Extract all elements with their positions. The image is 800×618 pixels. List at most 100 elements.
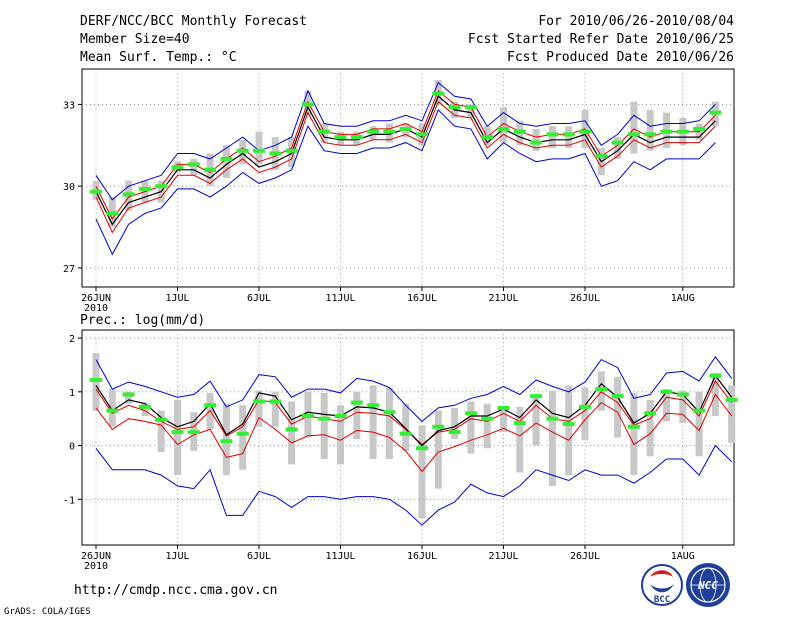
temp-median-bar	[448, 105, 461, 110]
temp-spread-box	[646, 109, 654, 151]
prec-median-bar	[106, 408, 119, 413]
prec-spread-box	[337, 405, 344, 465]
prec-median-bar	[432, 424, 445, 429]
temp-spread-box	[255, 131, 263, 165]
temp-median-bar	[301, 102, 314, 107]
temp-lower-red-line	[95, 100, 716, 234]
prec-median-bar	[301, 414, 314, 418]
prec-spread-box	[516, 406, 524, 473]
footer-url: http://cmdp.ncc.cma.gov.cn	[74, 583, 278, 598]
prec-lower-red-line	[95, 393, 733, 473]
prec-spread-box	[565, 385, 573, 476]
prec-spread-box	[353, 391, 361, 440]
bcc-logo-swirl-top	[650, 570, 673, 577]
temp-median-bar	[383, 129, 396, 134]
prec-spread-box	[728, 385, 736, 443]
panel1-title: Mean Surf. Temp.: °C	[80, 50, 237, 65]
footer-credit: GrADS: COLA/IGES	[4, 607, 91, 617]
prec-spread-box	[369, 385, 377, 459]
prec-xtick-label: 16JUL	[407, 551, 437, 562]
prec-median-bar	[448, 430, 461, 435]
temp-median-bar	[399, 126, 412, 131]
prec-median-bar	[627, 424, 640, 429]
temp-median-bar	[627, 132, 640, 137]
bcc-logo-swirl-bottom	[650, 584, 674, 593]
prec-median-bar	[416, 446, 428, 451]
temp-median-bar	[220, 156, 233, 161]
temp-median-bar	[644, 132, 657, 137]
panel2-title: Prec.: log(mm/d)	[80, 313, 205, 328]
prec-median-bar	[367, 403, 380, 408]
temp-median-bar	[106, 211, 119, 216]
ncc-logo: NCC	[686, 563, 730, 607]
temp-spread-box	[548, 126, 556, 149]
prec-median-bar	[269, 399, 282, 404]
prec-spread-box	[157, 410, 165, 453]
prec-median-bar	[676, 392, 689, 397]
temp-xtick-label: 26JUL	[570, 293, 600, 304]
prec-xtick-label: 26JUN	[81, 551, 111, 562]
prec-median-bar	[171, 430, 184, 435]
header-title: DERF/NCC/BCC Monthly Forecast	[80, 14, 307, 29]
temp-median-bar	[318, 129, 331, 134]
temp-spread-box	[500, 107, 507, 143]
prec-median-bar	[562, 422, 575, 427]
prec-spread-box	[320, 392, 328, 459]
temp-median-bar	[693, 126, 706, 131]
temp-median-bar	[562, 132, 575, 137]
prec-spread-box	[451, 407, 459, 440]
temp-median-bar	[269, 151, 282, 156]
temp-median-bar	[546, 132, 559, 137]
temp-year-label: 2010	[84, 303, 108, 314]
prec-spread-box	[271, 391, 279, 427]
prec-spread-box	[630, 392, 638, 476]
prec-median-bar	[530, 394, 543, 399]
header-produced-date: Fcst Produced Date 2010/06/26	[507, 50, 734, 65]
temp-xtick-label: 1AUG	[671, 293, 695, 304]
prec-spread-box	[483, 403, 491, 449]
temp-median-bar	[497, 126, 510, 131]
prec-median-bar	[725, 397, 738, 402]
prec-median-bar	[318, 416, 331, 421]
prec-median-bar	[138, 404, 151, 409]
prec-spread-box	[581, 387, 589, 441]
temp-lower-blue-line	[95, 109, 716, 256]
temp-xtick-label: 21JUL	[488, 293, 518, 304]
prec-median-bar	[611, 394, 624, 399]
temp-ytick-label: 33	[63, 100, 75, 111]
temp-median-bar	[416, 132, 428, 137]
temp-spread-box	[614, 137, 622, 159]
temp-upper-red-line	[95, 89, 716, 220]
prec-median-bar	[285, 427, 298, 432]
prec-spread-box	[532, 396, 540, 446]
prec-median-bar	[709, 373, 722, 378]
temp-xtick-label: 6JUL	[247, 293, 271, 304]
prec-spread-box	[174, 399, 181, 476]
prec-xtick-label: 21JUL	[488, 551, 518, 562]
temp-median-bar	[236, 148, 249, 153]
temp-median-bar	[90, 189, 102, 194]
prec-median-bar	[513, 420, 526, 425]
prec-spread-box	[125, 391, 133, 404]
prec-median-bar	[350, 400, 363, 405]
temp-spread-box	[565, 126, 573, 149]
temp-upper-blue-line	[95, 81, 716, 201]
temp-median-bar	[155, 184, 168, 189]
prec-xtick-label: 11JUL	[325, 551, 355, 562]
prec-spread-box	[646, 399, 654, 457]
prec-xtick-label: 1JUL	[165, 551, 189, 562]
prec-spread-box	[548, 390, 556, 486]
temp-ytick-label: 30	[63, 182, 75, 193]
prec-ytick-label: -1	[63, 495, 75, 506]
temp-median-bar	[334, 135, 347, 140]
temp-spread-box	[467, 104, 475, 119]
temp-median-bar	[171, 165, 184, 170]
prec-median-bar	[497, 405, 510, 410]
prec-median-bar	[334, 414, 347, 418]
prec-median-bar	[595, 387, 608, 392]
temp-median-bar	[432, 91, 445, 96]
prec-spread-box	[239, 405, 247, 470]
temp-median-bar	[138, 186, 151, 191]
temperature-plot-frame	[81, 68, 735, 288]
